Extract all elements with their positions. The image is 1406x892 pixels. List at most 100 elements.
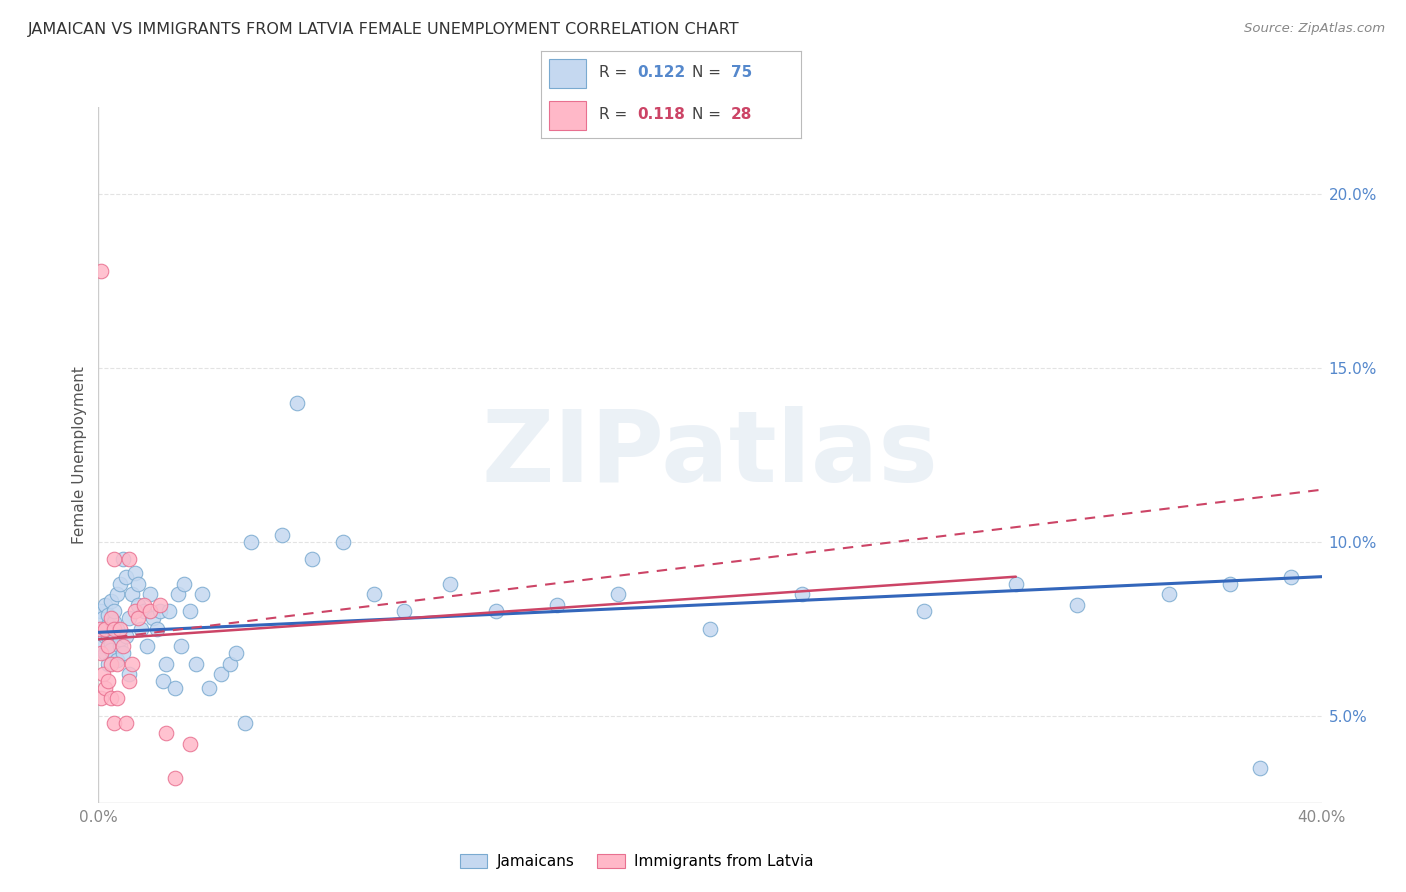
- Point: [97, 674, 120, 689]
- Point: [134, 598, 156, 612]
- Point: [485, 605, 508, 619]
- Point: [108, 639, 131, 653]
- Point: [105, 622, 128, 636]
- Text: N =: N =: [692, 107, 725, 122]
- Point: [163, 772, 186, 786]
- Point: [191, 587, 214, 601]
- Point: [108, 622, 131, 636]
- Point: [118, 611, 141, 625]
- Text: R =: R =: [599, 65, 631, 80]
- Point: [118, 552, 141, 566]
- Point: [118, 674, 141, 689]
- Point: [219, 657, 242, 671]
- Point: [167, 587, 190, 601]
- Point: [103, 622, 125, 636]
- Point: [145, 622, 167, 636]
- Point: [108, 632, 131, 647]
- Point: [439, 576, 461, 591]
- Point: [100, 657, 122, 671]
- Point: [90, 691, 112, 706]
- Point: [1279, 570, 1302, 584]
- Text: N =: N =: [692, 65, 725, 80]
- Text: 0.118: 0.118: [637, 107, 686, 122]
- Point: [100, 611, 122, 625]
- Point: [546, 598, 568, 612]
- Point: [97, 607, 120, 622]
- Point: [233, 715, 256, 730]
- Point: [93, 629, 115, 643]
- Point: [90, 263, 112, 277]
- Point: [124, 566, 146, 581]
- Point: [124, 605, 146, 619]
- Point: [179, 605, 201, 619]
- Point: [121, 657, 143, 671]
- Point: [136, 639, 159, 653]
- Point: [392, 605, 416, 619]
- Point: [363, 587, 385, 601]
- Point: [173, 576, 195, 591]
- Point: [163, 681, 186, 695]
- Point: [89, 622, 111, 636]
- FancyBboxPatch shape: [550, 101, 585, 129]
- Point: [97, 629, 120, 643]
- Text: 0.122: 0.122: [637, 65, 686, 80]
- Point: [186, 657, 208, 671]
- Point: [139, 605, 162, 619]
- Point: [152, 674, 174, 689]
- Y-axis label: Female Unemployment: Female Unemployment: [72, 366, 87, 544]
- Point: [103, 615, 125, 629]
- Point: [240, 534, 263, 549]
- Point: [127, 576, 149, 591]
- Point: [134, 605, 156, 619]
- Text: R =: R =: [599, 107, 631, 122]
- Point: [155, 726, 177, 740]
- Point: [127, 598, 149, 612]
- Point: [121, 587, 143, 601]
- Point: [103, 552, 125, 566]
- Point: [90, 646, 112, 660]
- Point: [90, 605, 112, 619]
- Point: [93, 646, 115, 660]
- Point: [97, 618, 120, 632]
- Point: [170, 639, 193, 653]
- Point: [790, 587, 813, 601]
- Point: [127, 611, 149, 625]
- Point: [100, 636, 122, 650]
- Point: [97, 657, 120, 671]
- Point: [90, 639, 112, 653]
- Point: [105, 657, 128, 671]
- Point: [1157, 587, 1180, 601]
- Legend: Jamaicans, Immigrants from Latvia: Jamaicans, Immigrants from Latvia: [454, 848, 820, 875]
- Point: [103, 605, 125, 619]
- Point: [157, 605, 180, 619]
- Point: [155, 657, 177, 671]
- Text: 28: 28: [731, 107, 752, 122]
- Point: [100, 642, 122, 657]
- Point: [115, 715, 138, 730]
- Point: [93, 598, 115, 612]
- Point: [93, 622, 115, 636]
- Point: [1004, 576, 1026, 591]
- Point: [105, 587, 128, 601]
- Point: [225, 646, 247, 660]
- Point: [197, 681, 219, 695]
- Point: [111, 646, 134, 660]
- Point: [699, 622, 721, 636]
- Point: [912, 605, 935, 619]
- Point: [179, 737, 201, 751]
- Point: [139, 587, 162, 601]
- Point: [270, 528, 292, 542]
- Point: [1249, 761, 1271, 775]
- Text: 75: 75: [731, 65, 752, 80]
- Point: [607, 587, 630, 601]
- Point: [111, 552, 134, 566]
- Point: [100, 594, 122, 608]
- Point: [149, 605, 172, 619]
- Point: [115, 629, 138, 643]
- Point: [97, 639, 120, 653]
- Point: [209, 667, 232, 681]
- Point: [91, 611, 114, 625]
- Point: [1219, 576, 1241, 591]
- Point: [115, 570, 138, 584]
- Point: [108, 576, 131, 591]
